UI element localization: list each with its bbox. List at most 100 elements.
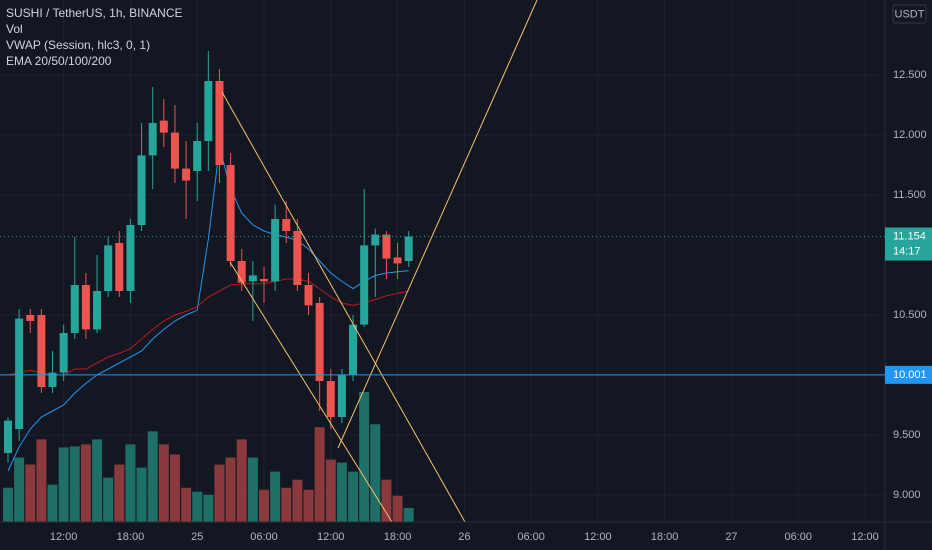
x-tick-label: 12:00	[584, 531, 612, 543]
x-tick-label: 18:00	[117, 531, 145, 543]
trendline	[221, 91, 466, 523]
x-tick-label: 25	[191, 531, 203, 543]
volume-bar	[348, 471, 359, 522]
candle-body	[315, 303, 324, 381]
x-tick-label: 12:00	[851, 531, 879, 543]
candle-body	[360, 245, 369, 325]
last-price-box	[885, 227, 932, 261]
volume-bar	[403, 507, 414, 522]
volume-bar	[80, 444, 91, 522]
candle-body	[26, 315, 35, 321]
x-tick-label: 18:00	[384, 531, 412, 543]
volume-bar	[147, 431, 158, 522]
y-tick-label: 12.500	[893, 69, 927, 81]
volume-bar	[281, 487, 292, 522]
y-tick-label: 9.500	[893, 429, 921, 441]
currency-box[interactable]	[892, 4, 927, 24]
candle-body	[193, 141, 202, 171]
countdown: 14:17	[893, 245, 921, 257]
candle-body	[126, 225, 135, 291]
legend-ema: EMA 20/50/100/200	[6, 54, 112, 68]
volume-bar	[270, 471, 281, 522]
horizontal-line-label: 10.001	[893, 369, 927, 381]
trendlines	[221, 0, 538, 523]
volume-pane	[3, 392, 414, 522]
volume-bar	[169, 454, 180, 522]
indicator-line	[7, 278, 409, 376]
candle-body	[81, 285, 90, 330]
trendline	[337, 0, 538, 449]
candle-body	[282, 219, 291, 231]
candle-body	[382, 234, 391, 259]
x-tick-label: 06:00	[784, 531, 812, 543]
candle-body	[159, 120, 168, 133]
volume-bar	[158, 444, 169, 522]
volume-bar	[125, 444, 136, 522]
x-tick-label: 18:00	[651, 531, 679, 543]
candle-body	[37, 315, 46, 387]
volume-bar	[214, 464, 225, 522]
candle-body	[271, 219, 280, 282]
y-tick-label: 11.500	[893, 189, 926, 201]
volume-bar	[103, 477, 114, 522]
y-tick-label: 12.000	[893, 129, 927, 141]
candle-body	[259, 279, 268, 282]
volume-bar	[136, 467, 147, 522]
volume-bar	[225, 457, 236, 522]
candle-body	[4, 420, 12, 453]
candle-body	[326, 381, 335, 417]
volume-bar	[292, 479, 303, 522]
candle-body	[226, 165, 235, 261]
candle-body	[337, 375, 346, 417]
volume-bar	[247, 457, 258, 522]
candle-body	[15, 318, 24, 429]
volume-bar	[3, 487, 13, 522]
currency[interactable]: USDT	[895, 8, 925, 20]
volume-bar	[58, 447, 69, 522]
x-tick-label: 06:00	[517, 531, 545, 543]
x-tick-label: 12:00	[317, 531, 345, 543]
candle-body	[115, 243, 124, 291]
candle-body	[237, 261, 246, 283]
volume-bar	[325, 459, 336, 522]
candle-body	[349, 324, 358, 375]
volume-bar	[192, 491, 203, 522]
candle-body	[404, 236, 413, 261]
legend: SUSHI / TetherUS, 1h, BINANCE Vol VWAP (…	[6, 6, 183, 68]
x-tick-label: 06:00	[250, 531, 278, 543]
candle-body	[182, 168, 191, 181]
candle-body	[248, 275, 257, 282]
candle-body	[304, 285, 313, 306]
candle-body	[393, 257, 402, 264]
volume-bar	[14, 457, 25, 522]
last-price-label: 11.154	[893, 230, 926, 242]
volume-bar	[381, 479, 392, 522]
price-labels: 11.154 14:17 10.001	[0, 227, 932, 384]
candle-body	[204, 81, 213, 141]
legend-vwap: VWAP (Session, hlc3, 0, 1)	[6, 38, 150, 52]
candle-body	[371, 234, 380, 246]
x-tick-label: 26	[458, 531, 470, 543]
volume-bar	[370, 424, 381, 522]
volume-bar	[392, 495, 403, 522]
volume-bar	[69, 446, 80, 522]
x-tick-label: 12:00	[50, 531, 78, 543]
volume-bar	[114, 464, 125, 522]
candle-body	[48, 372, 57, 387]
candles	[4, 51, 413, 463]
candle-body	[70, 285, 79, 333]
candle-body	[59, 333, 68, 373]
volume-bar	[92, 439, 103, 522]
y-tick-label: 10.500	[893, 309, 927, 321]
volume-bar	[25, 464, 36, 522]
candle-body	[148, 123, 157, 156]
candle-body	[93, 291, 102, 330]
volume-bar	[236, 439, 247, 522]
trendline	[229, 261, 393, 523]
volume-bar	[258, 489, 269, 522]
legend-volume: Vol	[6, 22, 23, 36]
volume-bar	[336, 462, 347, 522]
